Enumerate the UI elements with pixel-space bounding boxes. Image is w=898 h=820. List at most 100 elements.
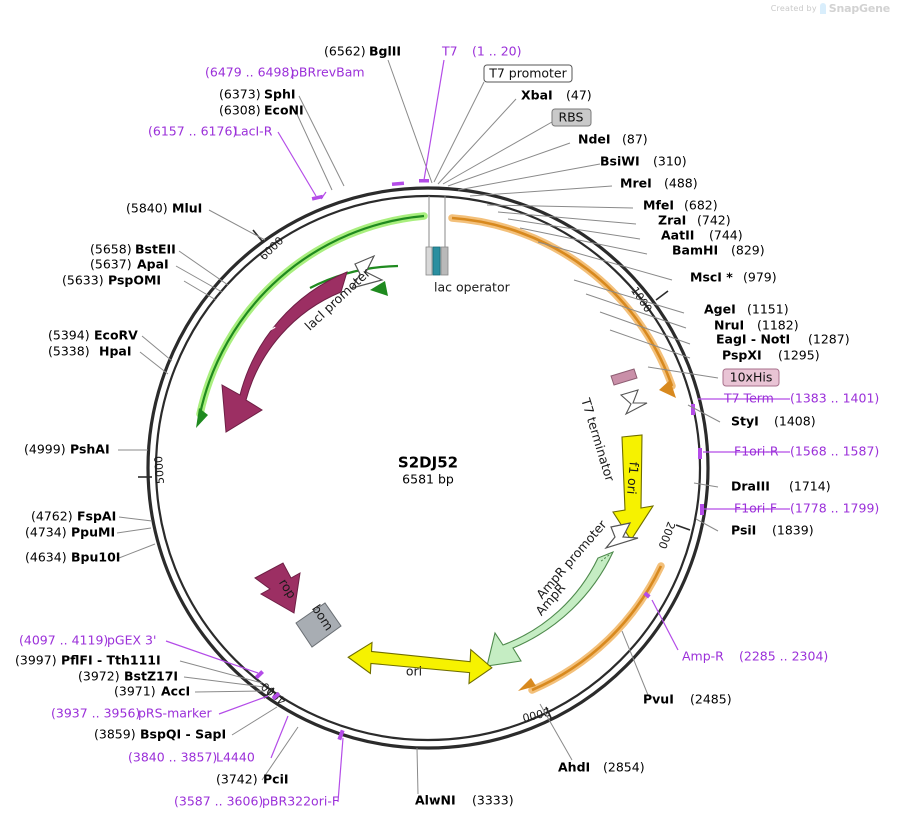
- label-ecoRV-pos: (5394): [48, 328, 90, 343]
- green-arc-feature: [196, 212, 428, 428]
- badge-t7-promoter: T7 promoter: [483, 64, 573, 83]
- feature-lacI: lacI: [221, 271, 348, 433]
- label-apaI-name: ApaI: [137, 257, 169, 272]
- label-accI: (3971) AccI: [114, 684, 190, 699]
- label-pBR322ori-F-name: pBR322ori-F: [262, 794, 339, 809]
- label-bstEII-name: BstEII: [135, 242, 176, 257]
- primer-ticks: [254, 179, 704, 741]
- label-F1ori-F-name: F1ori-F: [734, 501, 777, 516]
- label-pRS-marker-range: (3937 .. 3956): [51, 706, 140, 721]
- label-ahdI: AhdI (2854): [558, 760, 645, 775]
- label-L4440: (3840 .. 3857) L4440: [128, 750, 255, 765]
- label-aatII: AatII (744): [661, 228, 743, 243]
- label-pGEX3-range: (4097 .. 4119): [19, 633, 108, 648]
- label-bamHI-name: BamHI: [672, 243, 718, 258]
- label-zraI-pos: (742): [697, 213, 731, 228]
- label-ecoNI: (6308) EcoNI: [219, 103, 304, 118]
- orange-arc-features: [448, 214, 676, 694]
- label-zraI: ZraI (742): [658, 213, 731, 228]
- label-pshAI-name: PshAI: [70, 442, 110, 457]
- label-psiI-pos: (1839): [772, 523, 814, 538]
- label-Amp-R-name: Amp-R: [682, 649, 724, 664]
- label-pBRrevBam-range: (6479 .. 6498): [205, 65, 294, 80]
- label-bstEII: (5658) BstEII: [90, 242, 176, 257]
- label-mfeI: MfeI (682): [643, 198, 718, 213]
- label-nruI-name: NruI: [714, 318, 744, 333]
- label-mfeI-pos: (682): [684, 198, 718, 213]
- label-fspAI-name: FspAI: [77, 509, 116, 524]
- watermark-brand: SnapGene: [828, 2, 890, 15]
- feature-bom: bom: [295, 602, 342, 648]
- label-pBRrevBam: (6479 .. 6498) pBRrevBam: [205, 65, 365, 80]
- label-pflFI-pos: (3997): [15, 653, 57, 668]
- label-ahdI-pos: (2854): [603, 760, 645, 775]
- label-apaI-pos: (5637): [90, 257, 132, 272]
- label-ndeI-pos: (87): [622, 132, 648, 147]
- label-T7-Term: T7 Term (1383 .. 1401): [723, 391, 879, 406]
- label-bsiWI-name: BsiWI: [600, 154, 640, 169]
- label-aatII-pos: (744): [709, 228, 743, 243]
- label-T7-Term-range: (1383 .. 1401): [790, 391, 879, 406]
- label-pflFI-tth111I: (3997) PflFI - Tth111I: [15, 653, 161, 668]
- label-pBRrevBam-name: pBRrevBam: [291, 65, 365, 80]
- label-ecoRV-name: EcoRV: [94, 328, 138, 343]
- label-hpaI-pos: (5338): [48, 344, 90, 359]
- tick-label-5000: 5000: [152, 456, 167, 485]
- label-bstZ17I-pos: (3972): [78, 669, 120, 684]
- feature-label-f1-ori: f1 ori: [624, 461, 642, 495]
- label-ecoNI-name: EcoNI: [264, 103, 304, 118]
- badge-rbs: RBS: [551, 108, 592, 127]
- label-Amp-R-range: (2285 .. 2304): [739, 649, 828, 664]
- label-L4440-range: (3840 .. 3857): [128, 750, 217, 765]
- label-Amp-R: Amp-R (2285 .. 2304): [682, 649, 828, 664]
- label-eagI-notI: EagI - NotI (1287): [716, 332, 850, 347]
- label-ppuMI-pos: (4734): [25, 525, 67, 540]
- label-draIII: DraIII (1714): [731, 479, 831, 494]
- badge-10xhis: 10xHis: [722, 368, 780, 387]
- label-mreI-name: MreI: [620, 176, 652, 191]
- label-mluI-name: MluI: [172, 201, 202, 216]
- label-pflFI-name: PflFI - Tth111I: [61, 653, 161, 668]
- label-accI-pos: (3971): [114, 684, 156, 699]
- label-ppuMI-name: PpuMI: [71, 525, 115, 540]
- label-pspXI-name: PspXI: [722, 348, 762, 363]
- badge-label-rbs: RBS: [559, 110, 584, 125]
- feature-label-ori: ori: [406, 664, 422, 679]
- label-mscI-name: MscI *: [690, 270, 733, 285]
- label-ageI: AgeI (1151): [704, 302, 789, 317]
- label-pspXI: PspXI (1295): [722, 348, 820, 363]
- label-bstZ17I-name: BstZ17I: [124, 669, 178, 684]
- label-sphI-pos: (6373): [219, 87, 261, 102]
- label-T7: T7 (1 .. 20): [441, 44, 522, 59]
- label-xbaI: XbaI (47): [521, 88, 592, 103]
- label-bpu10I: (4634) Bpu10I: [25, 550, 120, 565]
- label-lacI-R-range: (6157 .. 6176): [148, 124, 237, 139]
- label-pspOMI-name: PspOMI: [108, 273, 161, 288]
- feature-label-lac-operator: lac operator: [434, 280, 511, 295]
- label-T7-Term-name: T7 Term: [723, 391, 774, 406]
- label-F1ori-F: F1ori-F (1778 .. 1799): [734, 501, 879, 516]
- label-lacI-R: (6157 .. 6176) LacI-R: [148, 124, 273, 139]
- label-bsiWI: BsiWI (310): [600, 154, 687, 169]
- label-bamHI-pos: (829): [731, 243, 765, 258]
- label-zraI-name: ZraI: [658, 213, 686, 228]
- label-xbaI-name: XbaI: [521, 88, 553, 103]
- label-accI-name: AccI: [161, 684, 190, 699]
- label-psiI-name: PsiI: [731, 523, 756, 538]
- label-pRS-marker: (3937 .. 3956) pRS-marker: [51, 706, 213, 721]
- label-nruI: NruI (1182): [714, 318, 799, 333]
- feature-f1-ori: f1 ori: [612, 434, 655, 542]
- label-ndeI: NdeI (87): [578, 132, 648, 147]
- label-pBR322ori-F: (3587 .. 3606) pBR322ori-F: [174, 794, 339, 809]
- label-styI-pos: (1408): [774, 414, 816, 429]
- label-pspXI-pos: (1295): [778, 348, 820, 363]
- label-bspQI-name: BspQI - SapI: [140, 727, 226, 742]
- label-ecoNI-pos: (6308): [219, 103, 261, 118]
- label-fspAI: (4762) FspAI: [31, 509, 116, 524]
- label-bglII: (6562) BglII: [324, 44, 401, 59]
- label-ageI-pos: (1151): [747, 302, 789, 317]
- label-alwNI-name: AlwNI: [415, 793, 456, 808]
- label-F1ori-F-range: (1778 .. 1799): [790, 501, 879, 516]
- label-pGEX3: (4097 .. 4119) pGEX 3': [19, 633, 156, 648]
